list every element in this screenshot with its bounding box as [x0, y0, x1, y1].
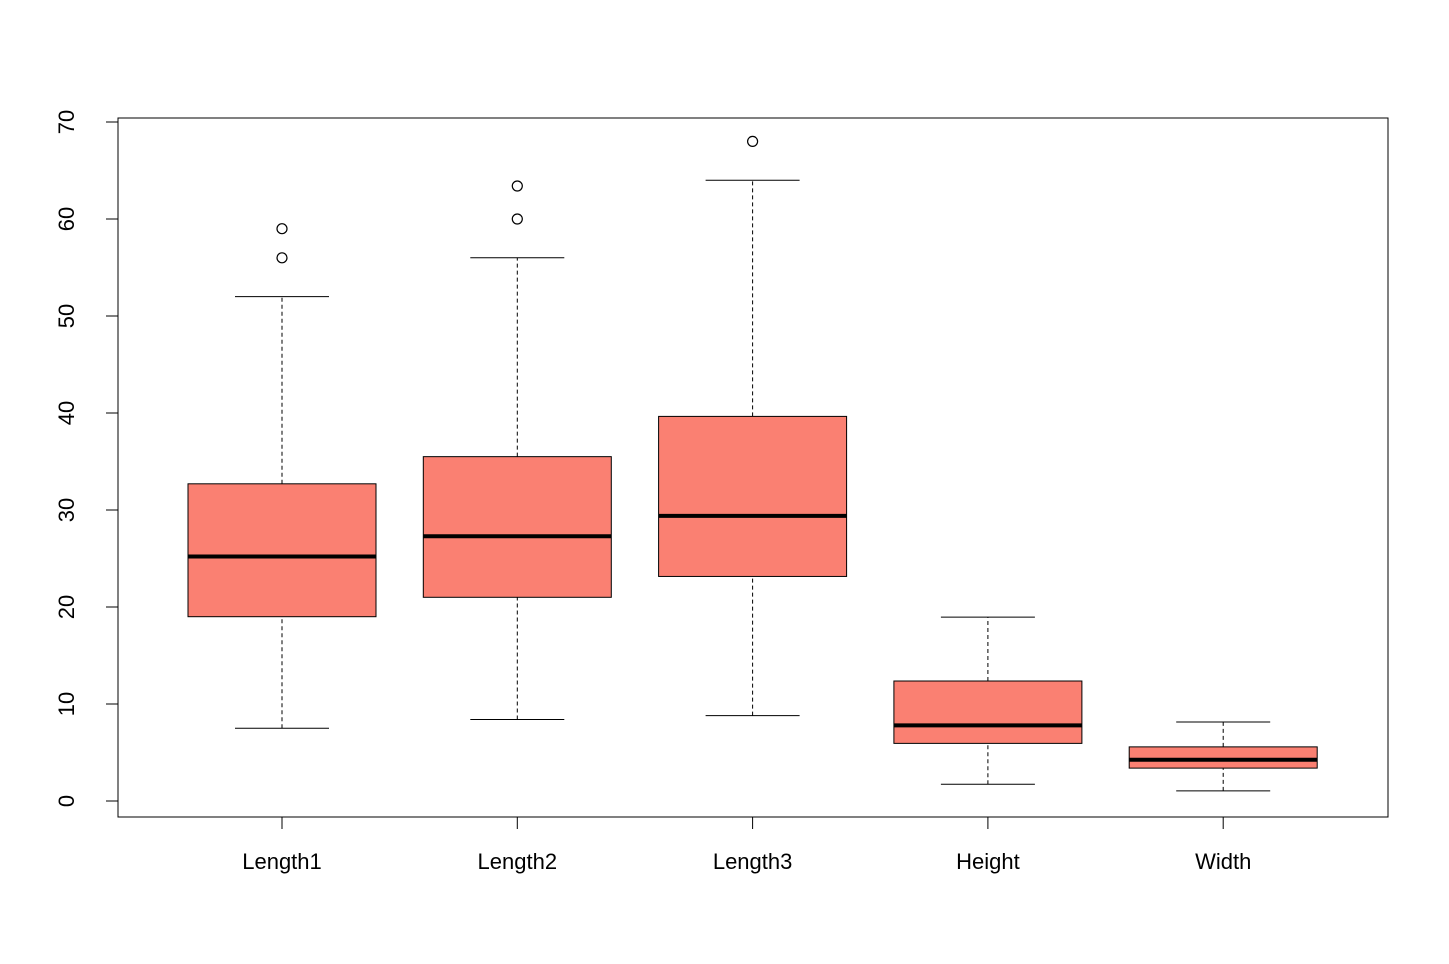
x-axis: Length1 Length2 Length3 Height Width	[242, 817, 1251, 874]
y-tick-label: 20	[54, 595, 79, 619]
iqr-box	[187, 483, 377, 618]
box-length2	[422, 180, 612, 721]
iqr-box	[893, 680, 1083, 744]
outlier-point	[276, 252, 288, 264]
x-category-label: Length2	[478, 849, 558, 874]
outlier-point	[276, 223, 288, 235]
y-tick-label: 70	[54, 110, 79, 134]
y-tick-label: 60	[54, 207, 79, 231]
box-length1	[187, 223, 377, 729]
outlier-point	[511, 213, 523, 225]
y-tick-label: 30	[54, 498, 79, 522]
y-tick-label: 40	[54, 401, 79, 425]
box-height	[893, 616, 1083, 785]
y-tick-label: 0	[54, 795, 79, 807]
x-category-label: Height	[956, 849, 1020, 874]
x-category-label: Length3	[713, 849, 793, 874]
box-length3	[658, 135, 848, 717]
iqr-box	[1128, 746, 1318, 769]
x-category-label: Width	[1195, 849, 1251, 874]
outlier-point	[511, 180, 523, 192]
iqr-box	[658, 415, 848, 577]
x-category-label: Length1	[242, 849, 322, 874]
iqr-box	[422, 456, 612, 598]
box-width	[1128, 721, 1318, 792]
y-tick-label: 10	[54, 692, 79, 716]
outlier-point	[746, 135, 759, 147]
y-tick-label: 50	[54, 304, 79, 328]
y-axis: 0 10 20 30 40 50 60 70	[54, 110, 118, 807]
